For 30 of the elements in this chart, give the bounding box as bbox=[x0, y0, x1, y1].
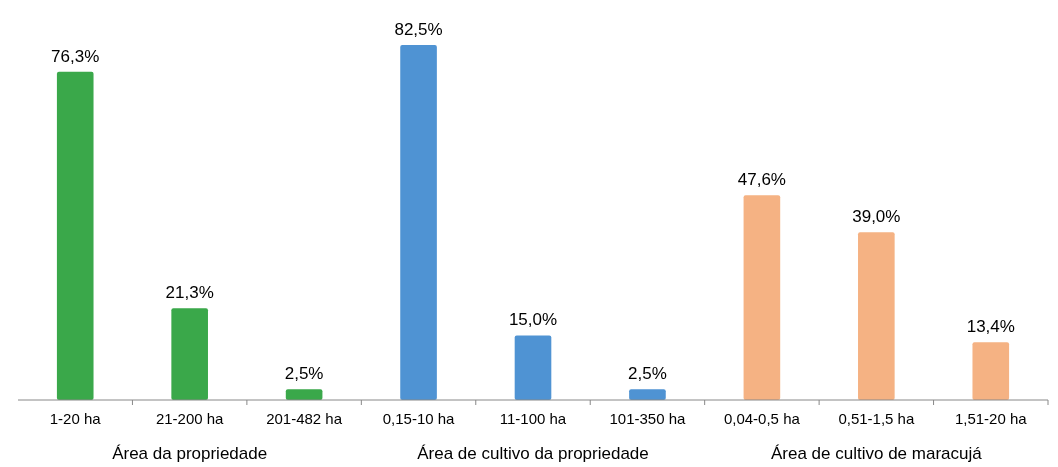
text: Área de cultivo da propriedade bbox=[417, 444, 649, 463]
bar bbox=[171, 308, 208, 400]
data-label: 2,5% bbox=[284, 364, 324, 384]
bar bbox=[56, 71, 94, 400]
data-label: 21,3% bbox=[165, 283, 214, 303]
x-tick-label: 0,04-0,5 ha bbox=[723, 410, 801, 427]
bar bbox=[400, 45, 437, 400]
bar bbox=[743, 195, 781, 400]
data-label: 39,0% bbox=[852, 207, 901, 227]
x-tick-label: 101-350 ha bbox=[609, 410, 687, 427]
bar bbox=[858, 232, 895, 400]
text: Área de cultivo de maracujá bbox=[770, 444, 983, 463]
data-label: 82,5% bbox=[394, 20, 443, 39]
bar bbox=[285, 389, 323, 400]
bar bbox=[629, 389, 666, 400]
x-tick-label: 11-100 ha bbox=[499, 410, 567, 427]
data-label: 47,6% bbox=[737, 170, 786, 190]
data-label: 13,4% bbox=[966, 317, 1015, 337]
x-tick-label: 21-200 ha bbox=[155, 410, 225, 427]
x-tick-label: 0,15-10 ha bbox=[382, 410, 456, 427]
x-tick-label: 0,51-1,5 ha bbox=[838, 410, 915, 427]
x-tick-label: 1-20 ha bbox=[49, 410, 102, 427]
x-tick-label: 1,51-20 ha bbox=[954, 410, 1028, 427]
bar bbox=[514, 335, 552, 400]
bar bbox=[972, 342, 1010, 400]
data-label: 15,0% bbox=[508, 310, 558, 330]
data-label: 2,5% bbox=[628, 364, 667, 384]
x-tick-label: 201-482 ha bbox=[266, 410, 343, 427]
data-label: 76,3% bbox=[51, 46, 100, 66]
text: Área da propriedade bbox=[112, 444, 268, 463]
